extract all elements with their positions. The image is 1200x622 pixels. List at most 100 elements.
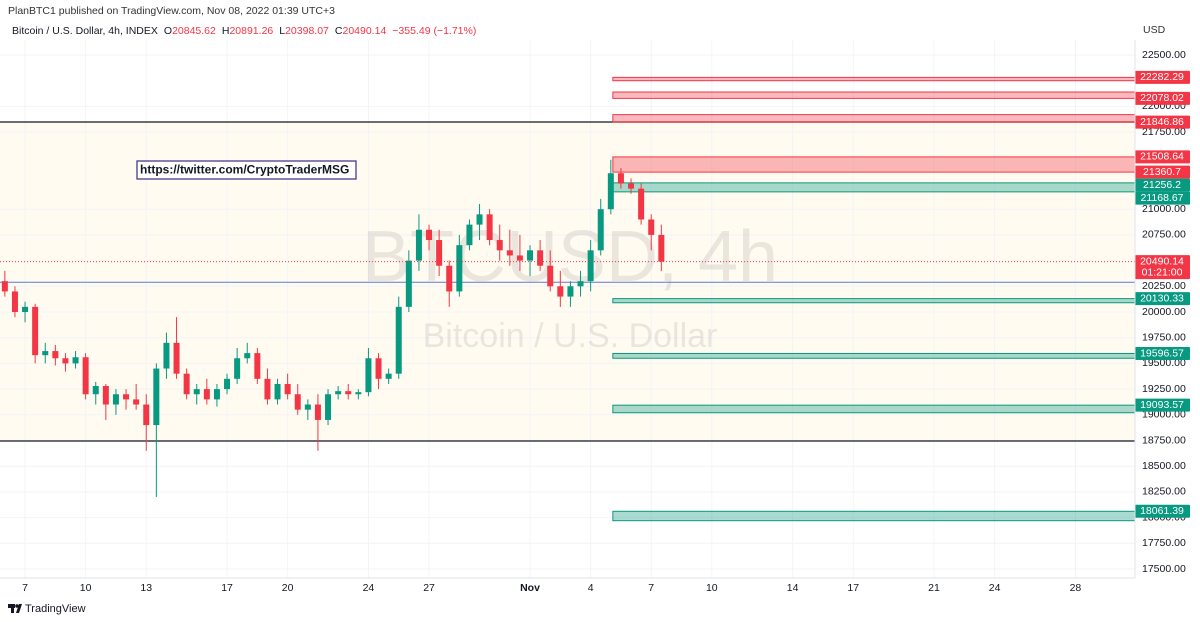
price-label: 19596.57 [1140, 347, 1184, 359]
y-tick-label: 21750.00 [1142, 126, 1186, 138]
candle-body [304, 404, 311, 410]
countdown: 01:21:00 [1142, 266, 1183, 278]
candle-body [82, 357, 89, 395]
candle-body [577, 281, 584, 287]
y-tick-label: 20000.00 [1142, 306, 1186, 318]
last-price-box [1135, 255, 1190, 280]
y-tick-label: 22500.00 [1142, 49, 1186, 61]
zone [612, 114, 1136, 123]
price-label-box [1135, 504, 1190, 518]
x-tick-label: 27 [423, 582, 435, 594]
candle-body [516, 255, 523, 261]
candle-body [658, 234, 665, 262]
candle-body [234, 358, 241, 379]
zone [612, 182, 1136, 193]
candle-body [244, 353, 251, 359]
candle-body [405, 260, 412, 307]
candle-body [446, 265, 453, 292]
candle-body [284, 383, 291, 395]
candle-body [153, 368, 160, 426]
candle-body [102, 386, 109, 405]
x-tick-label: 7 [648, 582, 654, 594]
candle-body [294, 394, 301, 410]
candle-body [537, 250, 544, 266]
candle-body [466, 224, 473, 246]
price-label-box [1135, 292, 1190, 306]
footer: TradingView [25, 603, 86, 615]
candle-body [203, 389, 210, 400]
price-label: 21360.7 [1143, 166, 1181, 178]
x-tick-label: 17 [221, 582, 233, 594]
y-tick-label: 19250.00 [1142, 383, 1186, 395]
candle-body [193, 389, 200, 395]
legend-key: H [222, 25, 230, 37]
price-label: 19093.57 [1140, 399, 1184, 411]
price-label-box [1135, 150, 1190, 164]
y-tick-label: 20250.00 [1142, 280, 1186, 292]
candle-body [92, 386, 99, 395]
candle-body [163, 342, 170, 369]
candle-body [506, 250, 513, 256]
candle-body [123, 394, 130, 400]
candle-body [617, 173, 624, 184]
x-tick-label: 10 [706, 582, 718, 594]
y-tick-label: 17750.00 [1142, 537, 1186, 549]
candle-body [375, 358, 382, 379]
legend-value: 20891.26 [229, 25, 273, 37]
candle-body [11, 291, 18, 312]
price-label: 21846.86 [1140, 116, 1184, 128]
legend-key: O [164, 25, 172, 37]
candle-body [628, 183, 635, 189]
legend-value: 20398.07 [285, 25, 329, 37]
zone [612, 156, 1136, 173]
price-label-box [1135, 346, 1190, 360]
price-label-box [1135, 191, 1190, 205]
candle-body [547, 265, 554, 287]
zone [612, 91, 1136, 99]
candle-body [496, 240, 503, 251]
zone [612, 404, 1136, 414]
candle-body [638, 188, 645, 220]
price-label: 22282.29 [1140, 71, 1184, 83]
x-tick-label: 20 [282, 582, 294, 594]
price-label: 22078.02 [1140, 92, 1184, 104]
legend-value: 20845.62 [172, 25, 216, 37]
x-tick-label: 14 [787, 582, 799, 594]
candle-body [527, 250, 534, 261]
candle-body [173, 342, 180, 374]
x-tick-label: 21 [928, 582, 940, 594]
publisher: PlanBTC1 published on TradingView.com, N… [8, 5, 335, 17]
link: https://twitter.com/CryptoTraderMSG [140, 163, 349, 177]
candle-body [62, 358, 69, 364]
price-label-box [1135, 165, 1190, 179]
candle-body [426, 229, 433, 241]
candle-body [385, 373, 392, 379]
x-tick-label: 28 [1070, 582, 1082, 594]
candle-body [314, 404, 321, 420]
candle-body [557, 286, 564, 297]
candle-body [345, 391, 352, 395]
price-label: 20130.33 [1140, 292, 1184, 304]
link-box [136, 160, 357, 180]
candle-body [52, 351, 59, 359]
candle-body [274, 383, 281, 400]
candle-body [22, 306, 29, 312]
candle-body [415, 229, 422, 261]
candle-body [133, 399, 140, 405]
y-tick-label: 20750.00 [1142, 229, 1186, 241]
price-label: 21508.64 [1140, 151, 1184, 163]
candle-body [32, 306, 39, 356]
x-tick-label: 7 [22, 582, 28, 594]
candle-body [436, 240, 443, 266]
price-label: 21256.2 [1143, 179, 1181, 191]
candle-body [264, 378, 271, 400]
watermark-subtitle: Bitcoin / U.S. Dollar [423, 317, 718, 355]
candle-body [355, 392, 362, 395]
legend-value: 20490.14 [342, 25, 386, 37]
legend-key: L [279, 25, 285, 37]
legend: Bitcoin / U.S. Dollar, 4h, INDEX O20845.6… [12, 25, 476, 37]
candle-body [486, 214, 493, 241]
candle-body [112, 394, 119, 405]
